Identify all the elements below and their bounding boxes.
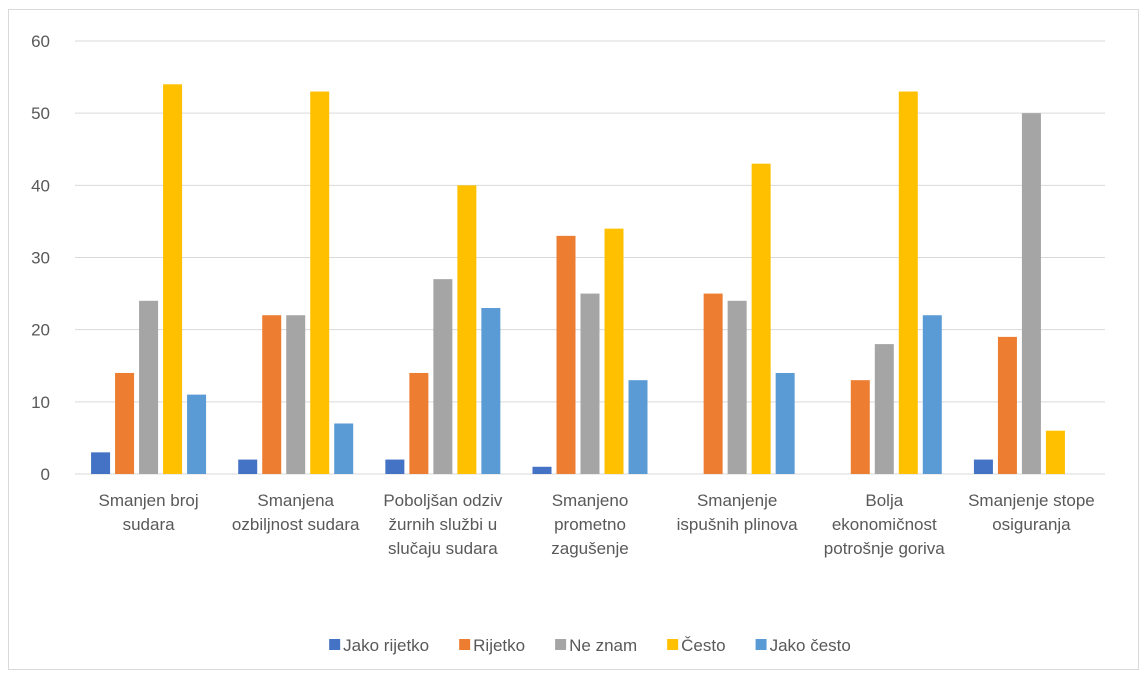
y-tick-label: 60 (31, 32, 50, 51)
y-tick-label: 30 (31, 249, 50, 268)
bar (262, 315, 282, 474)
bar (850, 380, 870, 474)
bar (727, 300, 747, 474)
bar (310, 91, 330, 475)
legend-label: Često (681, 636, 725, 655)
bar (874, 344, 894, 474)
legend-swatch (329, 639, 341, 650)
bar (334, 423, 354, 474)
bar (628, 380, 648, 474)
x-tick-label: Smanjen broj sudara (98, 491, 198, 534)
y-tick-label: 50 (31, 104, 50, 123)
bar (139, 300, 159, 474)
bar (703, 293, 723, 474)
legend-swatch (555, 639, 567, 650)
bar (91, 452, 111, 474)
bar (286, 315, 306, 474)
bar (751, 163, 771, 474)
y-tick-label: 10 (31, 393, 50, 412)
y-tick-label: 0 (41, 465, 50, 484)
bar (580, 293, 600, 474)
bar (1045, 430, 1065, 474)
legend-label: Jako često (770, 636, 851, 655)
bar (973, 459, 993, 474)
bar (775, 372, 795, 474)
bar (163, 84, 183, 475)
legend-label: Jako rijetko (343, 636, 429, 655)
x-tick-label: Smanjeno prometno zagušenje (551, 491, 629, 558)
bar (1021, 113, 1041, 475)
x-tick-label: Bolja ekonomičnost potrošnje goriva (824, 491, 946, 558)
y-tick-label: 40 (31, 176, 50, 195)
bar (481, 308, 501, 474)
legend-label: Rijetko (473, 636, 525, 655)
bar (457, 185, 477, 475)
bar (115, 372, 135, 474)
bar (433, 279, 453, 474)
x-tick-label: Poboljšan odziv žurnih službi u slučaju su… (383, 491, 503, 558)
x-tick-label: Smanjena ozbiljnost sudara (232, 491, 360, 534)
bar (898, 91, 918, 475)
bar (238, 459, 258, 474)
legend-swatch (755, 639, 767, 650)
legend-swatch (667, 639, 679, 650)
bar (409, 372, 429, 474)
bar (385, 459, 405, 474)
y-tick-label: 20 (31, 321, 50, 340)
bar (997, 336, 1017, 474)
bar (187, 394, 207, 474)
legend-swatch (459, 639, 471, 650)
bar (922, 315, 942, 474)
bar (556, 235, 576, 474)
x-tick-label: Smanjenje stope osiguranja (968, 491, 1095, 534)
bar (532, 466, 552, 474)
bar (604, 228, 624, 474)
legend-label: Ne znam (569, 636, 637, 655)
x-tick-label: Smanjenje ispušnih plinova (677, 491, 799, 534)
